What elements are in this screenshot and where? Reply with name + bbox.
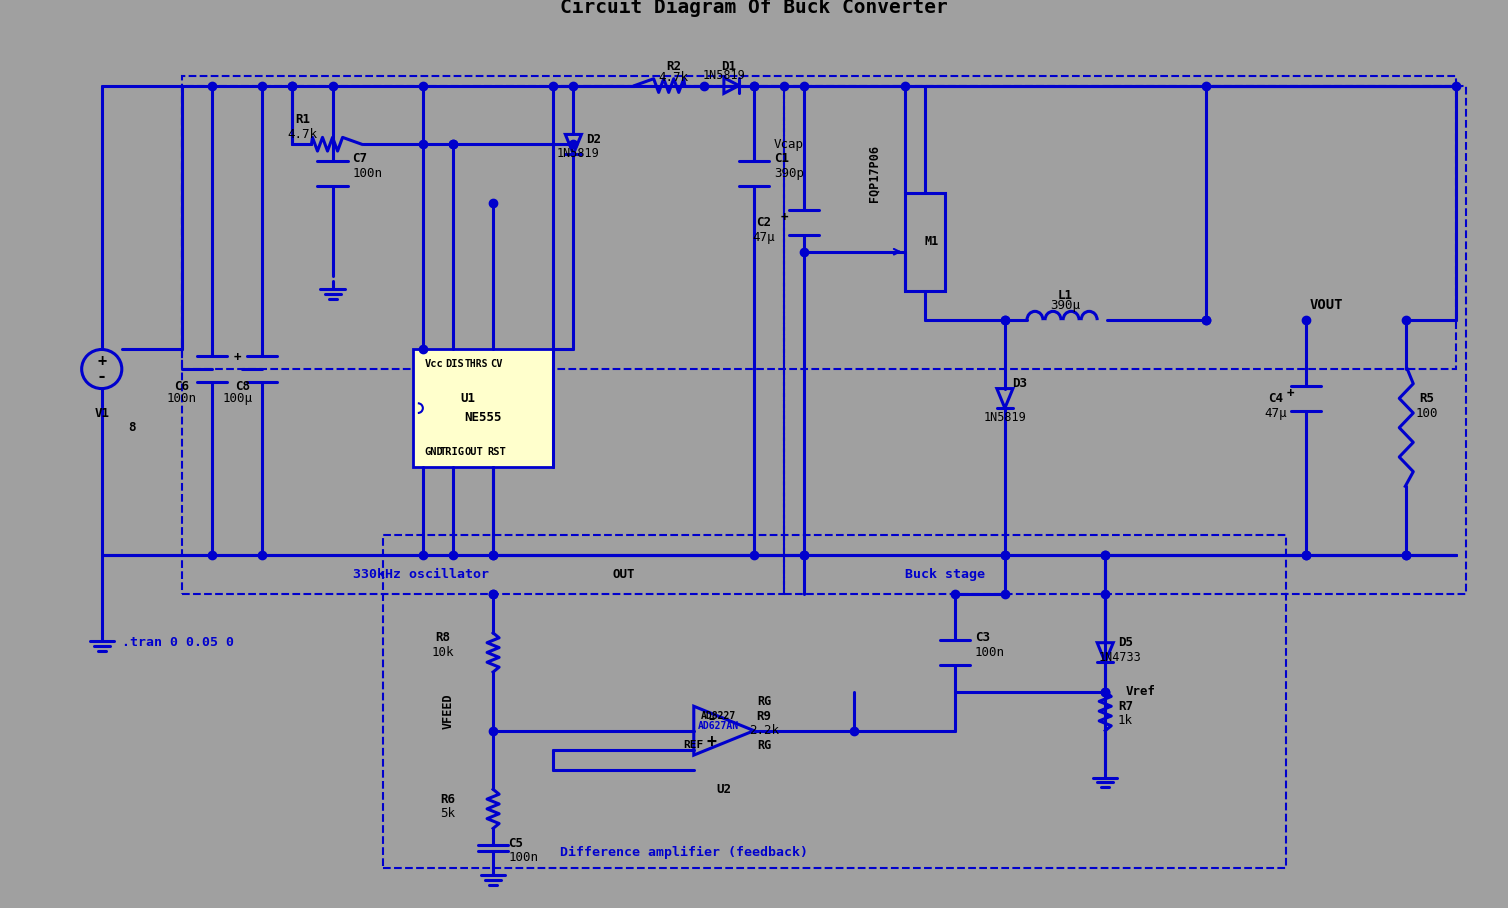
Text: CV: CV xyxy=(490,360,502,370)
Text: 100µ: 100µ xyxy=(222,392,252,405)
Text: 47µ: 47µ xyxy=(752,231,775,243)
Text: 100n: 100n xyxy=(353,167,383,180)
Text: NE555: NE555 xyxy=(464,411,502,424)
Bar xyxy=(784,85,1466,594)
Text: -: - xyxy=(97,368,107,386)
Text: R2: R2 xyxy=(667,60,682,73)
Text: L1: L1 xyxy=(1057,290,1072,302)
Text: Difference amplifier (feedback): Difference amplifier (feedback) xyxy=(559,846,808,859)
Text: U2: U2 xyxy=(716,783,731,795)
Text: U1: U1 xyxy=(460,392,475,405)
Text: REF: REF xyxy=(683,740,704,750)
Text: 8: 8 xyxy=(128,421,136,434)
Text: Vref: Vref xyxy=(1125,685,1155,698)
Text: +: + xyxy=(1288,387,1294,400)
Text: -: - xyxy=(707,710,716,728)
Text: 1k: 1k xyxy=(1117,715,1133,727)
Text: 5k: 5k xyxy=(440,807,455,820)
Text: THRS: THRS xyxy=(464,360,489,370)
Text: C1: C1 xyxy=(774,153,789,165)
Text: 2.2k: 2.2k xyxy=(749,725,780,737)
Text: 4.7k: 4.7k xyxy=(659,71,689,84)
Text: R1: R1 xyxy=(296,114,311,126)
Text: +: + xyxy=(780,211,787,224)
Text: R6: R6 xyxy=(440,793,455,805)
Text: Vcc: Vcc xyxy=(425,360,443,370)
Bar xyxy=(383,535,1286,867)
Text: C6: C6 xyxy=(175,380,190,393)
Text: FQP17P06: FQP17P06 xyxy=(869,145,881,202)
Text: Vcap: Vcap xyxy=(774,138,804,151)
Text: D2: D2 xyxy=(587,133,602,146)
Text: RG: RG xyxy=(757,739,771,752)
Text: 100: 100 xyxy=(1415,407,1437,419)
Text: D1: D1 xyxy=(721,60,736,73)
Text: .tran 0 0.05 0: .tran 0 0.05 0 xyxy=(122,637,234,649)
Text: R7: R7 xyxy=(1117,700,1133,713)
Text: C3: C3 xyxy=(974,631,989,645)
Text: R9: R9 xyxy=(757,709,772,723)
Text: 4.7k: 4.7k xyxy=(288,128,317,141)
Text: 390p: 390p xyxy=(774,167,804,180)
Text: 10k: 10k xyxy=(431,646,454,659)
Text: GND: GND xyxy=(425,447,443,457)
Text: V1: V1 xyxy=(93,407,109,419)
Text: OUT: OUT xyxy=(464,447,484,457)
Text: Circuit Diagram Of Buck Converter: Circuit Diagram Of Buck Converter xyxy=(559,0,949,17)
Text: 100n: 100n xyxy=(167,392,198,405)
Text: D5: D5 xyxy=(1117,637,1133,649)
Text: 1N5819: 1N5819 xyxy=(983,411,1027,424)
Bar xyxy=(413,350,553,467)
Text: 390µ: 390µ xyxy=(1050,299,1080,312)
Text: +: + xyxy=(707,734,716,752)
Text: M1: M1 xyxy=(924,235,939,249)
Text: R8: R8 xyxy=(436,631,451,645)
Text: Buck stage: Buck stage xyxy=(905,568,985,581)
Text: 1N5819: 1N5819 xyxy=(556,147,600,161)
Text: VOUT: VOUT xyxy=(1309,299,1342,312)
Text: C7: C7 xyxy=(353,153,368,165)
Text: 1N4733: 1N4733 xyxy=(1099,651,1142,664)
Text: C8: C8 xyxy=(235,380,250,393)
Text: RG: RG xyxy=(757,695,771,708)
Text: AD627AN: AD627AN xyxy=(698,721,739,731)
Text: 100n: 100n xyxy=(508,851,538,864)
Text: 100n: 100n xyxy=(974,646,1004,659)
Text: 330kHz oscillator: 330kHz oscillator xyxy=(353,568,489,581)
Text: DIS: DIS xyxy=(445,360,463,370)
Text: AD8227: AD8227 xyxy=(701,711,736,721)
Text: C2: C2 xyxy=(757,216,772,229)
Text: +: + xyxy=(234,350,241,364)
Bar xyxy=(182,75,1457,369)
Text: 47µ: 47µ xyxy=(1265,407,1286,419)
Text: +: + xyxy=(97,354,106,369)
Bar xyxy=(905,193,944,291)
Text: C4: C4 xyxy=(1268,392,1283,405)
Text: 1N5819: 1N5819 xyxy=(703,69,745,83)
Text: C5: C5 xyxy=(508,836,523,850)
Text: OUT: OUT xyxy=(612,568,635,581)
Bar xyxy=(182,85,784,594)
Text: R5: R5 xyxy=(1419,392,1434,405)
Text: VFEED: VFEED xyxy=(442,694,454,729)
Text: TRIG: TRIG xyxy=(440,447,464,457)
Text: RST: RST xyxy=(487,447,505,457)
Text: D3: D3 xyxy=(1012,377,1027,390)
